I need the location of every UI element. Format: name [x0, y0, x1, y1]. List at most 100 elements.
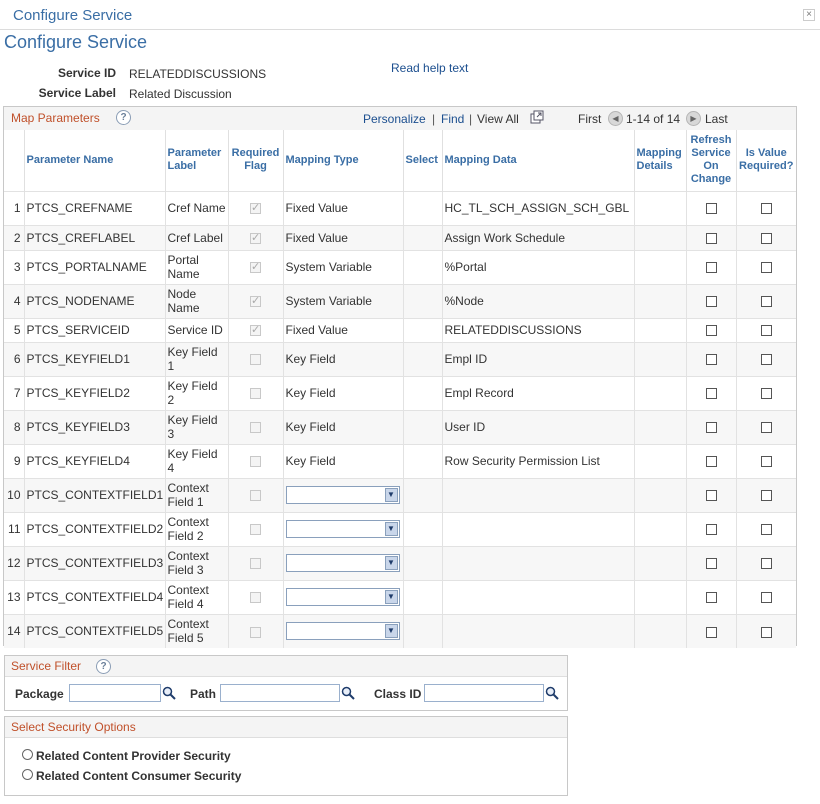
mapping-type-select[interactable]: ▼	[285, 588, 400, 606]
refresh-service-checkbox[interactable]	[705, 232, 717, 244]
mapping-type-cell: ▼	[282, 511, 403, 546]
col-header-parameter-name[interactable]: Parameter Name	[23, 130, 165, 191]
next-arrow-icon[interactable]: ▶	[686, 111, 701, 126]
select-cell	[402, 375, 442, 410]
service-filter-title: Service Filter	[11, 659, 82, 673]
is-value-required-checkbox[interactable]	[760, 232, 772, 244]
mapping-type-cell: Fixed Value	[282, 190, 403, 225]
is-value-required-cell	[735, 579, 796, 614]
mapping-details-cell	[633, 249, 686, 284]
col-header-mapping-details[interactable]: Mapping Details	[633, 130, 686, 191]
mapping-type-select[interactable]: ▼	[285, 486, 400, 504]
is-value-required-checkbox[interactable]	[760, 354, 772, 366]
is-value-required-checkbox[interactable]	[760, 490, 772, 502]
select-cell	[402, 341, 442, 376]
chevron-down-icon[interactable]: ▼	[384, 522, 398, 536]
refresh-service-cell	[685, 477, 736, 512]
chevron-down-icon[interactable]: ▼	[384, 590, 398, 604]
find-link[interactable]: Find	[441, 112, 465, 126]
path-input[interactable]	[220, 684, 340, 702]
row-number: 10	[4, 477, 24, 512]
new-window-icon[interactable]	[530, 110, 544, 127]
required-flag-checkbox	[250, 354, 261, 366]
col-header-required-flag[interactable]: Required Flag	[227, 130, 283, 191]
mapping-type-select[interactable]: ▼	[285, 554, 400, 572]
refresh-service-checkbox[interactable]	[705, 558, 717, 570]
is-value-required-checkbox[interactable]	[760, 524, 772, 536]
refresh-service-checkbox[interactable]	[705, 203, 717, 215]
select-cell	[402, 317, 442, 342]
chevron-down-icon[interactable]: ▼	[384, 624, 398, 639]
refresh-service-checkbox[interactable]	[705, 490, 717, 502]
is-value-required-checkbox[interactable]	[760, 203, 772, 215]
required-flag-checkbox	[250, 490, 261, 502]
refresh-service-checkbox[interactable]	[705, 626, 717, 638]
class-id-input[interactable]	[424, 684, 544, 702]
refresh-service-cell	[685, 443, 736, 478]
path-lookup-icon[interactable]	[341, 686, 355, 700]
row-number: 1	[4, 190, 24, 225]
parameter-label-cell: Context Field 1	[164, 477, 228, 512]
page-title: Configure Service	[4, 32, 148, 52]
row-number: 14	[4, 613, 24, 648]
refresh-service-checkbox[interactable]	[705, 262, 717, 274]
is-value-required-checkbox[interactable]	[760, 388, 772, 400]
col-header-is-value-required[interactable]: Is Value Required?	[735, 130, 796, 191]
package-lookup-icon[interactable]	[162, 686, 176, 700]
refresh-service-checkbox[interactable]	[705, 524, 717, 536]
mapping-type-select[interactable]: ▼	[285, 520, 400, 538]
refresh-service-checkbox[interactable]	[705, 325, 717, 337]
mapping-data-cell: HC_TL_SCH_ASSIGN_SCH_GBL	[441, 190, 634, 225]
is-value-required-checkbox[interactable]	[760, 325, 772, 337]
provider-security-label[interactable]: Related Content Provider Security	[36, 749, 231, 763]
provider-security-radio[interactable]	[22, 749, 33, 760]
chevron-down-icon[interactable]: ▼	[384, 488, 398, 502]
refresh-service-checkbox[interactable]	[705, 296, 717, 308]
refresh-service-checkbox[interactable]	[705, 592, 717, 604]
is-value-required-checkbox[interactable]	[760, 296, 772, 308]
service-id-label: Service ID	[57, 66, 116, 80]
is-value-required-checkbox[interactable]	[760, 422, 772, 434]
personalize-link[interactable]: Personalize	[363, 112, 426, 126]
col-header-refresh-service[interactable]: Refresh Service On Change	[685, 130, 736, 191]
read-help-text-link[interactable]: Read help text	[391, 61, 469, 75]
table-row: 6 PTCS_KEYFIELD1 Key Field 1 Key Field Empl …	[4, 341, 796, 376]
security-options-header: Select Security Options	[5, 717, 567, 738]
refresh-service-checkbox[interactable]	[705, 354, 717, 366]
select-cell	[402, 190, 442, 225]
col-header-select[interactable]: Select	[402, 130, 442, 191]
row-number: 3	[4, 249, 24, 284]
previous-arrow-icon[interactable]: ◀	[608, 111, 623, 126]
consumer-security-label[interactable]: Related Content Consumer Security	[36, 769, 242, 783]
package-input[interactable]	[69, 684, 161, 702]
col-header-mapping-data[interactable]: Mapping Data	[441, 130, 634, 191]
class-id-lookup-icon[interactable]	[545, 686, 559, 700]
required-flag-checkbox	[250, 294, 261, 308]
help-icon[interactable]: ?	[96, 659, 111, 674]
mapping-data-cell: %Node	[441, 283, 634, 318]
col-header-mapping-type[interactable]: Mapping Type	[282, 130, 403, 191]
is-value-required-cell	[735, 341, 796, 376]
is-value-required-checkbox[interactable]	[760, 456, 772, 468]
consumer-security-radio[interactable]	[22, 769, 33, 780]
mapping-type-select[interactable]: ▼	[285, 622, 400, 641]
is-value-required-checkbox[interactable]	[760, 592, 772, 604]
is-value-required-checkbox[interactable]	[760, 626, 772, 638]
refresh-service-checkbox[interactable]	[705, 456, 717, 468]
close-icon[interactable]: ×	[803, 9, 815, 21]
is-value-required-checkbox[interactable]	[760, 558, 772, 570]
refresh-service-checkbox[interactable]	[705, 388, 717, 400]
required-flag-checkbox	[250, 558, 261, 570]
parameter-name-cell: PTCS_KEYFIELD3	[23, 409, 165, 444]
help-icon[interactable]: ?	[116, 110, 131, 125]
view-all-link[interactable]: View All	[477, 112, 519, 126]
required-flag-cell	[227, 224, 283, 250]
chevron-down-icon[interactable]: ▼	[384, 556, 398, 570]
required-flag-checkbox	[250, 592, 261, 604]
col-header-parameter-label[interactable]: Parameter Label	[164, 130, 228, 191]
refresh-service-checkbox[interactable]	[705, 422, 717, 434]
mapping-data-cell: Empl ID	[441, 341, 634, 376]
is-value-required-checkbox[interactable]	[760, 262, 772, 274]
